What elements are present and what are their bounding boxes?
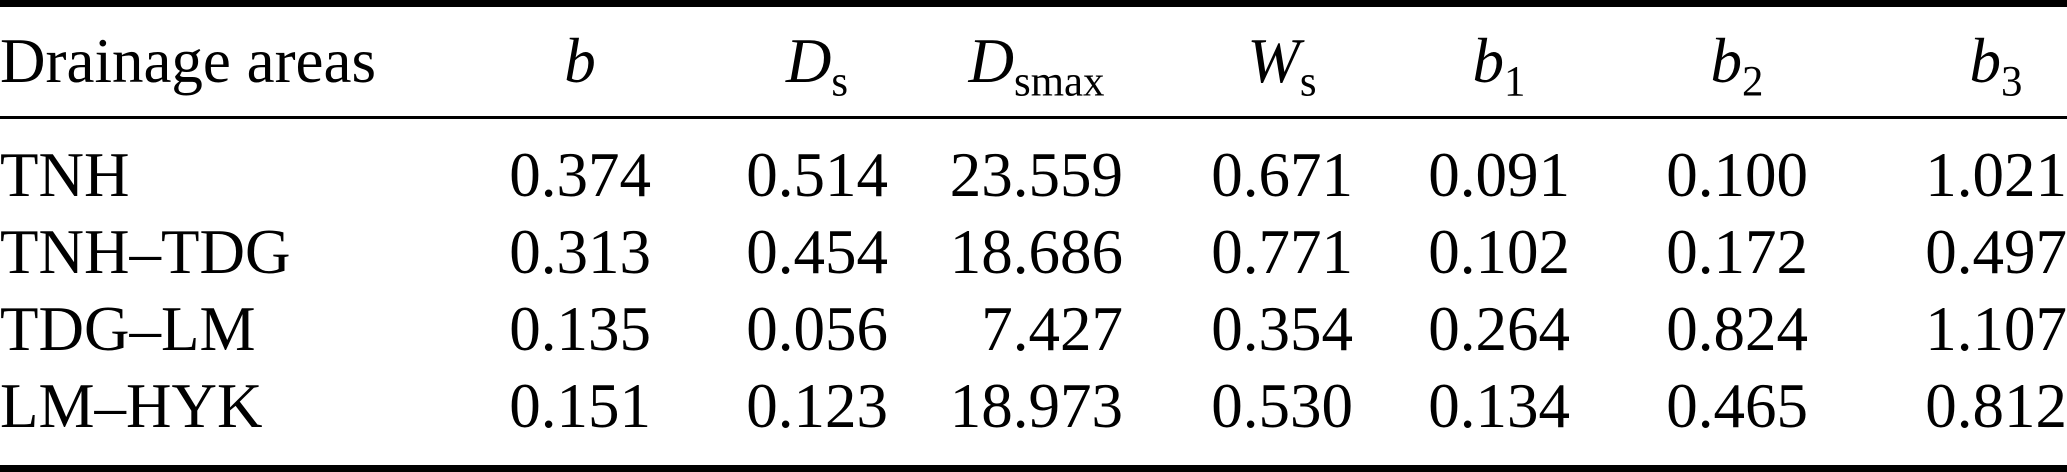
cell: 0.091 (1428, 140, 1570, 210)
header-base: D (968, 26, 1015, 96)
cell: 0.354 (1211, 294, 1353, 364)
cell: 1.021 (1925, 140, 2067, 210)
cell: 18.973 (949, 371, 1123, 441)
cell: 0.102 (1428, 217, 1570, 287)
col-header-b: b (461, 7, 651, 119)
drainage-areas-parameter-table: Drainage areas b Ds Dsmax Ws b1 (0, 7, 2067, 445)
cell: 18.686 (949, 217, 1123, 287)
cell: 0.135 (509, 294, 651, 364)
table-row-lm-hyk: LM–HYK 0.151 0.123 18.973 0.530 0.134 0.… (0, 368, 2067, 445)
cell: 0.497 (1925, 217, 2067, 287)
header-box: b1 (1428, 25, 1570, 104)
col-header-drainage-areas: Drainage areas (0, 7, 461, 119)
cell: 0.454 (746, 217, 888, 287)
cell: 0.465 (1666, 371, 1808, 441)
col-header-dsmax: Dsmax (888, 7, 1123, 119)
header-base: b (1969, 26, 2002, 96)
col-header-ds: Ds (651, 7, 888, 119)
cell: 0.056 (746, 294, 888, 364)
col-header-b1: b1 (1353, 7, 1570, 119)
header-sub: 3 (2001, 58, 2023, 106)
cell: 0.530 (1211, 371, 1353, 441)
cell: 0.812 (1925, 371, 2067, 441)
header-base: b (564, 26, 596, 96)
cell: 0.313 (509, 217, 651, 287)
header-base: b (1710, 26, 1743, 96)
cell: 23.559 (949, 140, 1123, 210)
header-sub: s (831, 58, 849, 106)
cell: 0.824 (1666, 294, 1808, 364)
row-label: TDG–LM (0, 294, 256, 364)
cell: 0.151 (509, 371, 651, 441)
col-header-ws: Ws (1123, 7, 1353, 119)
col-header-b2: b2 (1570, 7, 1808, 119)
header-sub: s (1299, 58, 1317, 106)
header-base: b (1472, 26, 1505, 96)
col-header-b3: b3 (1808, 7, 2067, 119)
header-box: b (509, 25, 651, 98)
cell: 0.134 (1428, 371, 1570, 441)
header-base: Drainage areas (0, 26, 377, 96)
cell: 0.514 (746, 140, 888, 210)
table-row-tnh: TNH 0.374 0.514 23.559 0.671 0.091 0.100… (0, 118, 2067, 215)
header-sub: smax (1014, 58, 1105, 106)
header-sub: 2 (1742, 58, 1764, 106)
header-base: W (1247, 26, 1300, 96)
header-sub: 1 (1504, 58, 1526, 106)
row-label: TNH–TDG (0, 217, 291, 287)
header-box: Ds (746, 25, 888, 104)
header-box: Ws (1211, 25, 1353, 104)
table-row-tdg-lm: TDG–LM 0.135 0.056 7.427 0.354 0.264 0.8… (0, 291, 2067, 368)
cell: 0.100 (1666, 140, 1808, 210)
cell: 1.107 (1925, 294, 2067, 364)
cell: 0.771 (1211, 217, 1353, 287)
cell: 0.264 (1428, 294, 1570, 364)
cell: 0.123 (746, 371, 888, 441)
header-box: b2 (1666, 25, 1808, 104)
cell: 0.671 (1211, 140, 1353, 210)
row-label: TNH (0, 140, 130, 210)
header-box: b3 (1925, 25, 2067, 104)
cell: 0.374 (509, 140, 651, 210)
header-base: D (785, 26, 832, 96)
row-label: LM–HYK (0, 371, 263, 441)
header-row: Drainage areas b Ds Dsmax Ws b1 (0, 7, 2067, 119)
cell: 7.427 (981, 294, 1123, 364)
cell: 0.172 (1666, 217, 1808, 287)
table-row-tnh-tdg: TNH–TDG 0.313 0.454 18.686 0.771 0.102 0… (0, 214, 2067, 291)
header-box: Dsmax (950, 25, 1123, 104)
